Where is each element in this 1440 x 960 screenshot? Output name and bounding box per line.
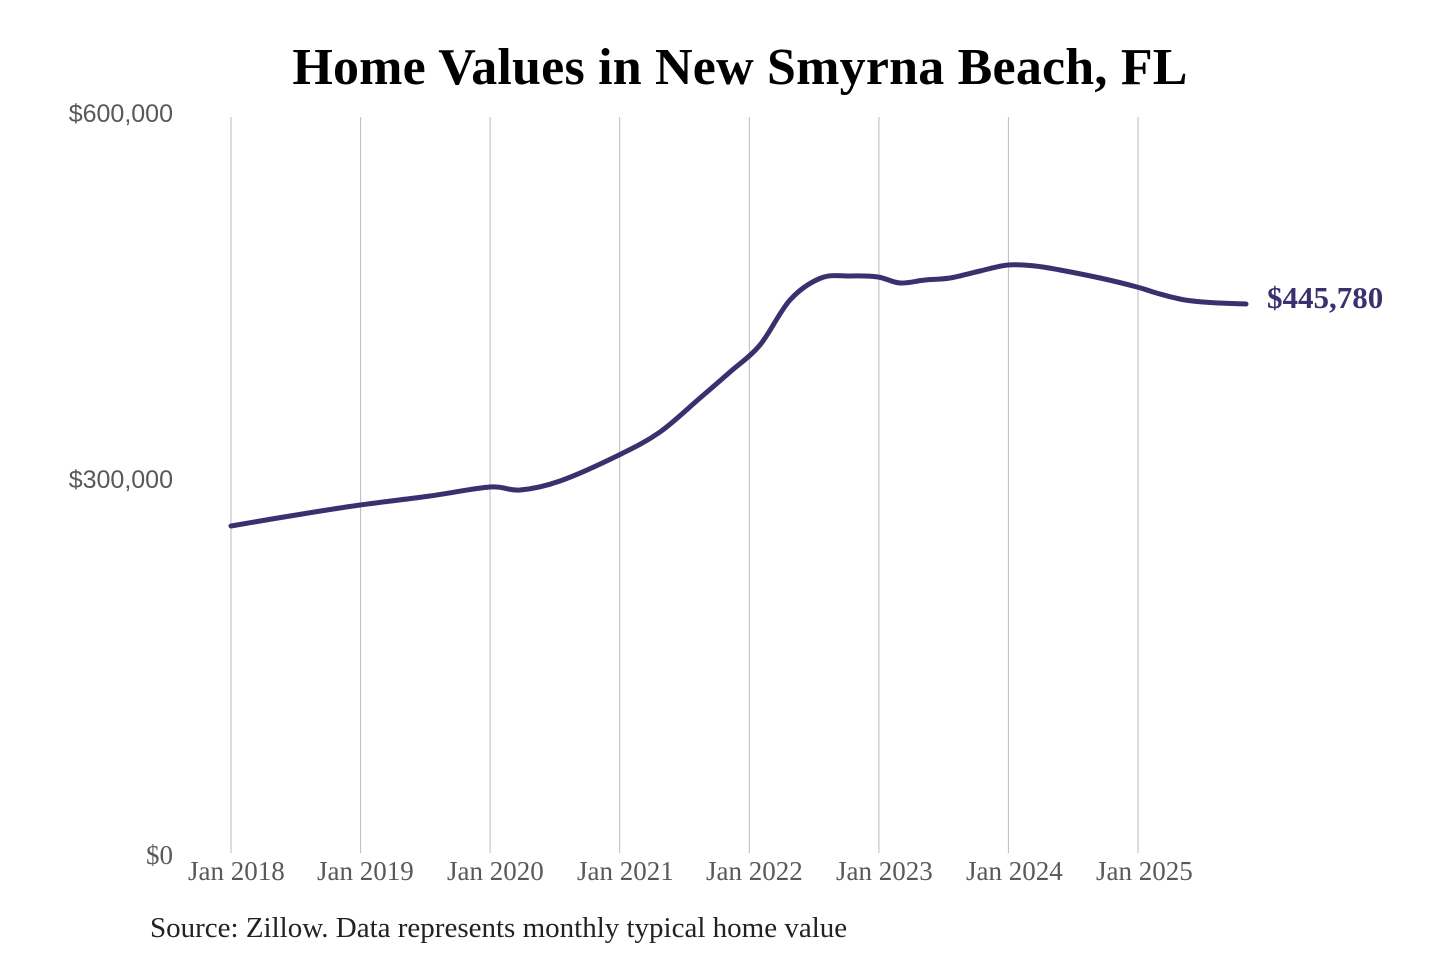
- svg-text:Jan 2019: Jan 2019: [317, 856, 414, 886]
- svg-text:$600,000: $600,000: [69, 100, 173, 128]
- svg-text:$0: $0: [146, 840, 173, 870]
- svg-text:Jan 2025: Jan 2025: [1096, 856, 1193, 886]
- svg-text:$300,000: $300,000: [69, 466, 173, 494]
- svg-text:Jan 2023: Jan 2023: [836, 856, 933, 886]
- svg-text:Jan 2024: Jan 2024: [966, 856, 1063, 886]
- svg-text:$445,780: $445,780: [1267, 280, 1383, 315]
- svg-text:Jan 2020: Jan 2020: [447, 856, 544, 886]
- svg-text:Jan 2022: Jan 2022: [706, 856, 803, 886]
- svg-text:Jan 2021: Jan 2021: [577, 856, 674, 886]
- svg-text:Jan 2018: Jan 2018: [188, 856, 285, 886]
